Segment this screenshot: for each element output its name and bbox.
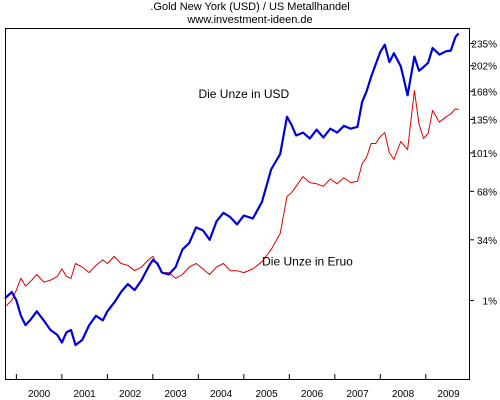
series-layer: [4, 32, 460, 347]
y-tick-label: 1%: [483, 296, 498, 307]
y-axis: 1% 34% 68% 101% 135% 168% 202% 235%: [469, 39, 497, 307]
x-tick-label: 2001: [73, 389, 96, 400]
y-tick-label: 168%: [471, 87, 497, 98]
x-tick-label: 2003: [164, 389, 187, 400]
x-tick-label: 2007: [346, 389, 369, 400]
x-tick-label: 2006: [301, 389, 324, 400]
chart-subtitle: www.investment-ideen.de: [187, 14, 313, 26]
x-tick-label: 2002: [119, 389, 142, 400]
y-tick-label: 101%: [471, 149, 497, 160]
x-tick-label: 2005: [255, 389, 278, 400]
plot-frame: [5, 28, 470, 380]
y-tick-label: 235%: [471, 39, 497, 50]
series-line-eur: [4, 90, 459, 308]
x-tick-label: 2008: [392, 389, 415, 400]
y-tick-label: 68%: [477, 187, 497, 198]
x-tick-label: 2000: [28, 389, 51, 400]
y-tick-label: 34%: [477, 236, 497, 247]
y-tick-label: 202%: [471, 62, 497, 73]
x-tick-label: 2004: [210, 389, 233, 400]
x-tick-label: 2009: [437, 389, 460, 400]
annotation-eur: Die Unze in Eruo: [262, 254, 353, 268]
chart-title: .Gold New York (USD) / US Metallhandel: [150, 1, 350, 13]
y-tick-label: 135%: [471, 115, 497, 126]
series-line-usd: [4, 32, 460, 347]
annotation-usd: Die Unze in USD: [198, 87, 289, 101]
x-axis: 2000 2001 2002 2003 2004 2005 2006 2007 2008 2009: [15, 374, 460, 400]
